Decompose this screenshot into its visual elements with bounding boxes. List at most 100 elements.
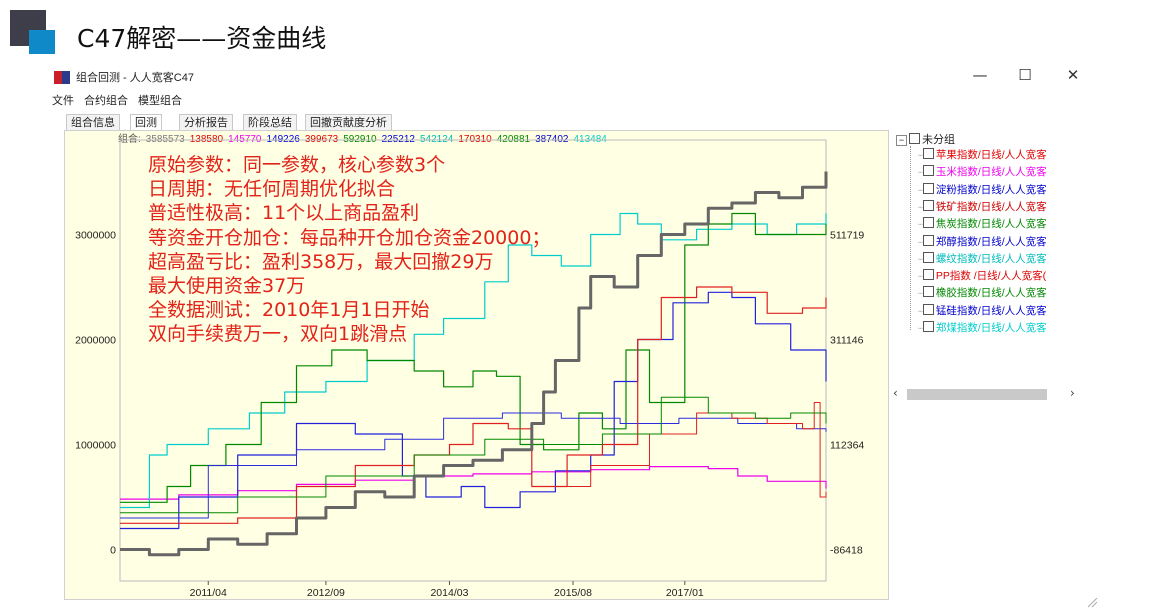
x-tick-label: 2015/08: [554, 587, 592, 598]
minimize-button[interactable]: —: [972, 66, 988, 84]
tree-item-label: 螺纹指数/日线/人人宽客: [935, 252, 1047, 265]
tree-item-checkbox[interactable]: [922, 217, 934, 229]
tree-item[interactable]: ┄ 玉米指数/日线/人人宽客: [918, 164, 1047, 180]
tree-branch-icon: ┄: [918, 237, 923, 247]
strategy-note-line: 日周期：无任何周期优化拟合: [148, 178, 396, 201]
tree-connector-line: [910, 146, 911, 330]
tree-item[interactable]: ┄ 锰硅指数/日线/人人宽客: [918, 303, 1047, 319]
tree-item-checkbox[interactable]: [922, 148, 934, 159]
menu-bar: 文件 合约组合 模型组合: [52, 92, 192, 108]
tree-branch-icon: ┄: [918, 289, 923, 299]
tree-branch-icon: ┄: [918, 185, 923, 195]
x-tick-label: 2011/04: [190, 587, 227, 598]
maximize-button[interactable]: ☐: [1018, 66, 1032, 84]
y-right-tick-label: -86418: [830, 545, 863, 557]
tree-collapse-icon[interactable]: −: [896, 135, 907, 146]
tree-item-label: 淀粉指数/日线/人人宽客: [935, 183, 1047, 196]
chart-panel: [64, 130, 889, 600]
tree-item[interactable]: ┄ 苹果指数/日线/人人宽客: [918, 147, 1047, 163]
scroll-right-arrow[interactable]: ›: [1070, 386, 1075, 400]
tree-item-checkbox[interactable]: [922, 303, 934, 315]
tree-item[interactable]: ┄ 焦炭指数/日线/人人宽客: [918, 216, 1047, 232]
tree-item-checkbox[interactable]: [922, 251, 934, 263]
x-tick-label: 2012/09: [307, 587, 345, 598]
x-tick-label: 2014/03: [430, 587, 468, 598]
tree-branch-icon: ┄: [918, 272, 923, 282]
tree-root[interactable]: − 未分组: [896, 131, 955, 147]
strategy-note-line: 超高盈亏比：盈利358万，最大回撤29万: [148, 250, 494, 273]
strategy-notes: 原始参数：同一参数，核心参数3个 日周期：无任何周期优化拟合 普适性极高：11个以上…: [148, 153, 550, 347]
close-button[interactable]: ✕: [1066, 66, 1080, 84]
tree-item[interactable]: ┄ 郑煤指数/日线/人人宽客: [918, 320, 1047, 336]
tree-branch-icon: ┄: [918, 254, 923, 264]
tree-branch-icon: ┄: [918, 202, 923, 212]
tree-branch-icon: ┄: [918, 151, 923, 160]
tree-item-label: 铁矿指数/日线/人人宽客: [935, 200, 1047, 213]
tree-item[interactable]: ┄ 螺纹指数/日线/人人宽客: [918, 251, 1047, 267]
app-icon: [54, 71, 70, 84]
window-title: 组合回测 - 人人宽客C47: [76, 72, 194, 84]
strategy-note-line: 双向手续费万一，双向1跳滑点: [148, 323, 408, 346]
menu-file[interactable]: 文件: [52, 95, 74, 107]
y-right-tick-label: 311146: [830, 335, 864, 347]
tree-item-label: 郑醇指数/日线/人人宽客: [935, 235, 1047, 248]
y-left-tick-label: 3000000: [75, 230, 116, 242]
tree-branch-icon: ┄: [918, 168, 923, 178]
equity-curve-chart: 0 1000000 2000000 3000000 -86418 112364 311146…: [75, 139, 864, 598]
tree-branch-icon: ┄: [918, 324, 923, 333]
menu-model-combo[interactable]: 模型组合: [138, 95, 182, 107]
horizontal-scrollbar-thumb[interactable]: [907, 389, 1047, 400]
slide-logo-blue-square: [29, 30, 55, 54]
tree-item[interactable]: ┄ 橡胶指数/日线/人人宽客: [918, 285, 1047, 301]
tab-stage-summary[interactable]: 阶段总结: [243, 114, 297, 131]
tree-branch-icon: ┄: [918, 306, 923, 316]
tree-item-label: 锰硅指数/日线/人人宽客: [935, 304, 1047, 317]
slide-title: C47解密——资金曲线: [77, 24, 327, 53]
strategy-note-line: 普适性极高：11个以上商品盈利: [148, 202, 420, 225]
series-line-8: [120, 171, 828, 557]
tree-item-checkbox[interactable]: [922, 321, 934, 332]
tree-item[interactable]: ┄ 淀粉指数/日线/人人宽客: [918, 182, 1047, 198]
tree-item[interactable]: ┄ PP指数 /日线/人人宽客(: [918, 268, 1046, 284]
y-left-tick-label: 2000000: [75, 335, 116, 347]
tree-item[interactable]: ┄ 铁矿指数/日线/人人宽客: [918, 199, 1047, 215]
scroll-left-arrow[interactable]: ‹: [893, 386, 898, 400]
menu-contract-combo[interactable]: 合约组合: [84, 95, 128, 107]
tab-backtest[interactable]: 回测: [130, 114, 162, 131]
tree-root-label: 未分组: [922, 134, 955, 146]
tree-item-label: 焦炭指数/日线/人人宽客: [935, 218, 1047, 231]
strategy-note-line: 原始参数：同一参数，核心参数3个: [148, 154, 446, 176]
series-line-2: [120, 212, 827, 503]
series-line-1: [120, 212, 827, 509]
tree-item-checkbox[interactable]: [922, 182, 934, 194]
y-left-tick-label: 0: [110, 545, 116, 557]
resize-grip-icon[interactable]: [1086, 596, 1098, 608]
tree-item[interactable]: ┄ 郑醇指数/日线/人人宽客: [918, 234, 1047, 250]
tab-combo-info[interactable]: 组合信息: [66, 114, 120, 131]
strategy-note-line: 全数据测试：2010年1月1日开始: [148, 299, 430, 322]
series-line-4: [120, 412, 827, 519]
y-right-tick-label: 511719: [830, 230, 864, 242]
tree-item-label: PP指数 /日线/人人宽客(: [935, 270, 1047, 283]
tree-item-checkbox[interactable]: [922, 165, 934, 177]
tab-drawdown-contribution[interactable]: 回撤贡献度分析: [305, 114, 392, 131]
tree-item-checkbox[interactable]: [922, 269, 934, 281]
y-right-tick-label: 112364: [830, 440, 864, 452]
y-left-tick-label: 1000000: [75, 440, 116, 452]
tab-analysis-report[interactable]: 分析报告: [179, 114, 233, 131]
tree-branch-icon: ┄: [918, 220, 923, 230]
strategy-note-line: 等资金开仓加仓：每品种开仓加仓资金20000；: [148, 226, 551, 249]
tree-item-checkbox[interactable]: [922, 286, 934, 298]
tree-item-checkbox[interactable]: [922, 199, 934, 211]
strategy-note-line: 最大使用资金37万: [148, 274, 306, 297]
tree-item-label: 橡胶指数/日线/人人宽客: [935, 287, 1047, 300]
tree-item-label: 郑煤指数/日线/人人宽客: [935, 322, 1047, 334]
series-line-7: [120, 396, 827, 514]
tree-root-checkbox[interactable]: [909, 133, 920, 144]
tree-item-label: 苹果指数/日线/人人宽客: [935, 149, 1047, 161]
series-line-3: [120, 291, 827, 530]
tree-item-label: 玉米指数/日线/人人宽客: [935, 166, 1047, 179]
series-line-0: [120, 466, 827, 500]
tree-item-checkbox[interactable]: [922, 234, 934, 246]
x-tick-label: 2017/01: [666, 587, 704, 598]
